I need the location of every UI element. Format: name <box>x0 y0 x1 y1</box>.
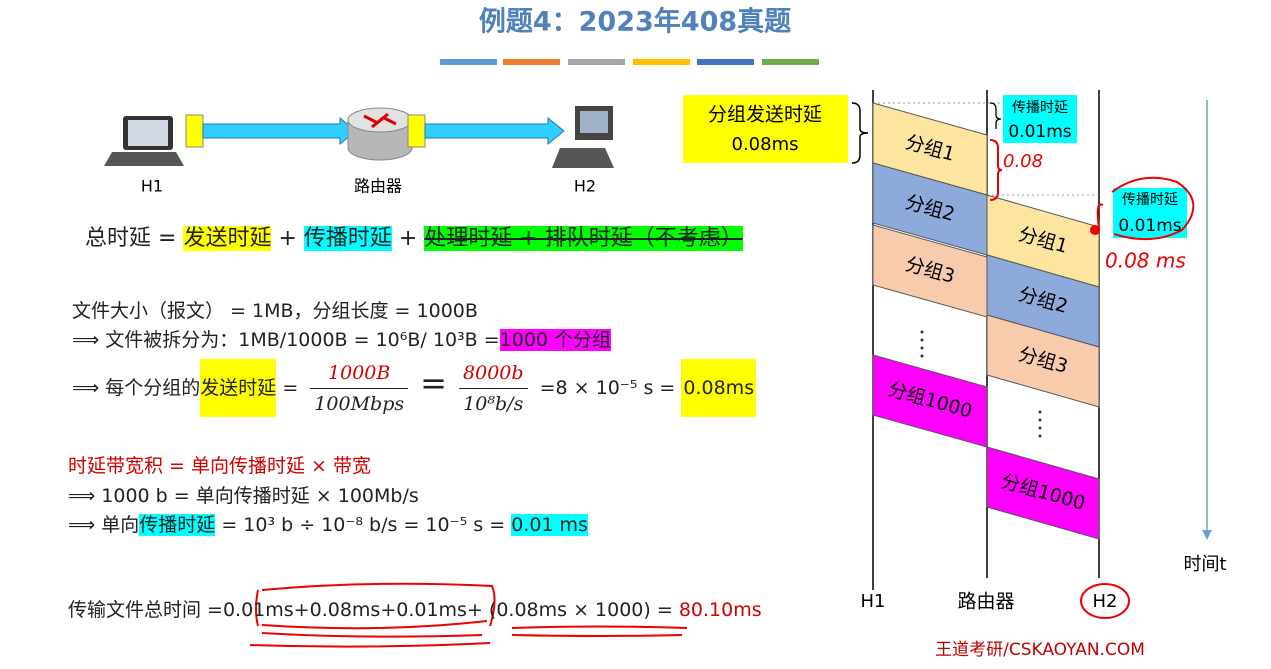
packet <box>986 446 1100 540</box>
ellipsis <box>920 330 1042 438</box>
title: 例题4：2023年408真题 <box>479 6 791 38</box>
total-line: 传输文件总时间 =0.01ms+0.08ms+0.01ms+ (0.08ms ×… <box>68 596 762 624</box>
bar <box>503 59 560 65</box>
text-line: ⟹ 每个分组的发送时延 = 1000B 100Mbps = 8000b 10⁸b/s… <box>72 350 757 421</box>
expression: 0.01ms+0.08ms+0.01ms+ (0.08ms × 1000) = <box>222 599 673 621</box>
bar <box>440 59 497 65</box>
text: = 10³ b ÷ 10⁻⁸ b/s = 10⁻⁵ s = <box>221 514 506 536</box>
packet <box>986 314 1100 408</box>
node-label: H2 <box>574 177 596 196</box>
brace <box>989 102 1002 129</box>
bar <box>568 59 625 65</box>
red-circle <box>1080 583 1130 619</box>
text-line: ⟹ 1000 b = 单向传播时延 × 100Mb/s <box>68 485 419 507</box>
red-circle <box>1096 176 1195 241</box>
host-label: 路由器 <box>957 591 1014 613</box>
host-label: H1 <box>861 591 886 612</box>
footer: 王道考研/CSKAOYAN.COM <box>935 640 1145 660</box>
fraction: 1000B 100Mbps <box>310 358 409 419</box>
highlight: 0.08ms <box>681 359 757 417</box>
highlight: 0.01 ms <box>511 514 588 536</box>
link-arrow <box>202 116 357 146</box>
interface <box>185 114 204 148</box>
prop-delay-label: 传播时延 <box>1122 192 1178 208</box>
prop-delay-box <box>1113 188 1187 238</box>
label: 传输文件总时间 = <box>68 599 223 621</box>
plus: + <box>398 226 418 251</box>
text-line: ⟹ 单向传播时延 = 10³ b ÷ 10⁻⁸ b/s = 10⁻⁵ s = 0… <box>68 511 588 539</box>
router-icon <box>347 107 413 161</box>
prop-delay-value: 0.01ms <box>1118 216 1181 236</box>
highlight: 处理时延 + 排队时延（不考虑） <box>424 226 743 251</box>
text: ⟹ 单向 <box>68 514 140 536</box>
prop-delay-value: 0.01ms <box>1008 122 1071 142</box>
bar <box>762 59 819 65</box>
highlight: 1000 个分组 <box>499 329 612 351</box>
red-brace <box>989 139 1003 201</box>
node-label: 路由器 <box>354 177 402 196</box>
hand-note: 0.08 <box>1003 151 1043 172</box>
equals: = <box>420 364 447 402</box>
host-label: H2 <box>1093 591 1118 612</box>
highlight: 发送时延 <box>183 226 272 251</box>
pc-icon <box>552 106 614 168</box>
send-delay-label: 分组发送时延 <box>708 104 822 126</box>
bar <box>633 59 690 65</box>
formula-label: 总时延 = <box>85 226 177 251</box>
send-delay-value: 0.08ms <box>732 134 799 155</box>
text-line: ⟹ 文件被拆分为：1MB/1000B = 10⁶B/ 10³B =1000 个分… <box>72 326 612 354</box>
equals: = <box>282 377 299 399</box>
highlight: 传播时延 <box>303 226 392 251</box>
send-delay-box <box>683 95 848 163</box>
highlight: 发送时延 <box>200 359 277 417</box>
hand-note: 0.08 ms <box>1105 249 1186 273</box>
text: ⟹ 每个分组的 <box>72 377 201 399</box>
plus: + <box>278 226 297 251</box>
numerator: 1000B <box>310 358 409 389</box>
fraction: 8000b 10⁸b/s <box>459 358 528 419</box>
result: 80.10ms <box>678 599 762 621</box>
denominator: 10⁸b/s <box>463 393 524 415</box>
prop-delay-box <box>1003 95 1077 143</box>
time-axis-label: 时间t <box>1183 554 1226 575</box>
text: =8 × 10⁻⁵ s = <box>539 377 676 399</box>
total-delay-formula: 总时延 = 发送时延 + 传播时延 + 处理时延 + 排队时延（不考虑） <box>85 223 743 255</box>
node-label: H1 <box>141 177 163 196</box>
prop-delay-label: 传播时延 <box>1012 100 1068 116</box>
text-line: 文件大小（报文） = 1MB，分组长度 = 1000B <box>72 300 478 322</box>
definition: 时延带宽积 = 单向传播时延 × 带宽 <box>68 455 371 477</box>
bar <box>697 59 754 65</box>
red-underline <box>249 582 688 648</box>
brace <box>851 102 869 164</box>
laptop-icon <box>104 116 184 166</box>
time-arrow <box>1202 530 1212 540</box>
text: ⟹ 文件被拆分为：1MB/1000B = 10⁶B/ 10³B = <box>72 329 500 351</box>
denominator: 100Mbps <box>314 393 405 415</box>
highlight: 传播时延 <box>139 514 216 536</box>
numerator: 8000b <box>459 358 528 389</box>
interface <box>407 114 426 148</box>
red-dot <box>1090 225 1100 235</box>
link-arrow <box>424 116 565 146</box>
